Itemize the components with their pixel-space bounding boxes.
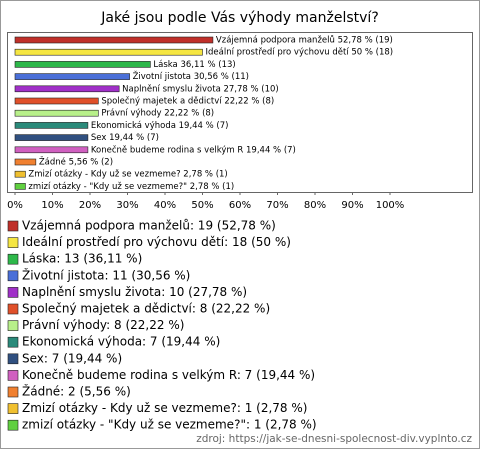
legend-label: Vzájemná podpora manželů: 19 (52,78 %) — [22, 219, 276, 233]
x-tick-label: 100% — [376, 200, 405, 211]
x-tick-label: 70% — [266, 200, 288, 211]
legend-label: Ekonomická výhoda: 7 (19,44 %) — [22, 335, 220, 349]
bar-label: Ekonomická výhoda 19,44 % (7) — [91, 121, 229, 131]
x-tick-label: 30% — [116, 200, 138, 211]
bar — [14, 158, 37, 166]
chart-title: Jaké jsou podle Vás výhody manželství? — [100, 10, 379, 26]
bar-label: Sex 19,44 % (7) — [91, 133, 159, 143]
x-tick-label: 60% — [229, 200, 251, 211]
legend-label: Žádné: 2 (5,56 %) — [22, 384, 131, 399]
x-tick-label: 80% — [304, 200, 326, 211]
bar — [14, 170, 26, 178]
x-tick-label: 40% — [154, 200, 176, 211]
bar — [14, 61, 151, 68]
bar — [14, 73, 130, 80]
bar — [14, 97, 99, 105]
legend-swatch — [7, 287, 19, 298]
bar — [14, 122, 89, 129]
bar-label: Ideální prostředí pro výchovu dětí 50 % … — [206, 48, 394, 58]
legend-label: Ideální prostředí pro výchovu dětí: 18 (… — [22, 235, 291, 249]
legend-swatch — [7, 386, 19, 398]
bar — [14, 85, 120, 93]
bar — [14, 134, 89, 141]
x-tick-label: 50% — [191, 200, 213, 211]
bar-label: Láska 36,11 % (13) — [153, 60, 235, 70]
bar-label: zmizí otázky - "Kdy už se vezmeme?" 2,78… — [28, 182, 234, 192]
legend-label: Zmizí otázky - Kdy už se vezmeme?: 1 (2,… — [22, 401, 307, 415]
bar-label: Právní výhody 22,22 % (8) — [101, 109, 214, 119]
legend-label: Láska: 13 (36,11 %) — [22, 252, 142, 266]
legend-swatch — [7, 336, 19, 348]
legend-label: zmizí otázky - "Kdy už se vezmeme?": 1 (… — [22, 418, 317, 432]
legend-swatch — [7, 237, 19, 248]
bar — [14, 183, 26, 190]
bar-label: Konečně budeme rodina s velkým R 19,44 %… — [91, 144, 296, 155]
x-tick-label: 10% — [41, 200, 63, 211]
bar — [14, 48, 203, 56]
bar — [14, 109, 99, 117]
x-tick-label: 20% — [79, 200, 101, 211]
bar — [14, 36, 214, 44]
legend-swatch — [7, 419, 19, 431]
legend-swatch — [7, 353, 19, 365]
legend-label: Naplnění smyslu života: 10 (27,78 %) — [22, 285, 247, 299]
legend-swatch — [7, 370, 19, 381]
legend-swatch — [7, 303, 19, 315]
legend-swatch — [7, 403, 19, 414]
legend-label: Právní výhody: 8 (22,22 %) — [22, 318, 184, 332]
bar-label: Naplnění smyslu života 27,78 % (10) — [122, 84, 279, 94]
legend-label: Sex: 7 (19,44 %) — [22, 351, 122, 365]
legend-swatch — [7, 320, 19, 331]
legend-swatch — [7, 220, 19, 232]
legend-label: Společný majetek a dědictví: 8 (22,22 %) — [22, 302, 270, 316]
source: zdroj: https://jak-se-dnesni-spolecnost-… — [196, 433, 472, 445]
legend-swatch — [7, 270, 19, 282]
legend-label: Životní jistota: 11 (30,56 %) — [22, 267, 190, 282]
x-tick-label: 90% — [341, 200, 363, 211]
bar-label: Životní jistota 30,56 % (11) — [133, 70, 249, 82]
x-tick-label: 0% — [7, 200, 23, 211]
legend-swatch — [7, 253, 19, 265]
bar — [14, 146, 89, 154]
bar-label: Vzájemná podpora manželů 52,78 % (19) — [216, 35, 393, 46]
bar-label: Žádné 5,56 % (2) — [39, 156, 113, 168]
bar-label: Společný majetek a dědictví 22,22 % (8) — [101, 96, 274, 107]
bar-label: Zmizí otázky - Kdy už se vezmeme? 2,78 %… — [28, 170, 227, 180]
legend-label: Konečně budeme rodina s velkým R: 7 (19,… — [22, 368, 315, 382]
